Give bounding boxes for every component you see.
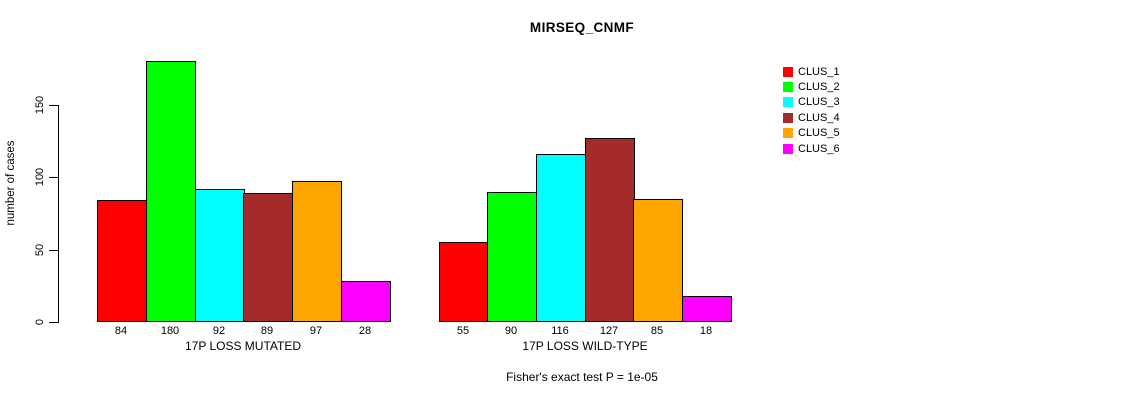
- legend-swatch-icon: [783, 66, 793, 77]
- legend-item-clus_5: CLUS_5: [783, 126, 840, 141]
- legend-swatch-icon: [783, 97, 793, 108]
- y-axis-tick: [49, 105, 59, 106]
- bar-clus_3-group1: [195, 189, 245, 322]
- y-axis-tick: [49, 177, 59, 178]
- legend-item-clus_3: CLUS_3: [783, 95, 840, 110]
- y-axis-tick-label: 100: [34, 167, 46, 187]
- legend-swatch-icon: [783, 128, 793, 139]
- bar-clus_1-group2: [439, 242, 489, 322]
- bar-value-label: 89: [260, 325, 274, 337]
- bar-value-label: 180: [160, 325, 180, 337]
- y-axis-tick: [49, 250, 59, 251]
- legend-item-clus_2: CLUS_2: [783, 79, 840, 94]
- legend-label: CLUS_1: [798, 65, 840, 78]
- y-axis-tick-label: 150: [34, 95, 46, 115]
- bar-clus_5-group1: [292, 181, 342, 322]
- bar-clus_6-group2: [682, 296, 732, 322]
- legend-item-clus_4: CLUS_4: [783, 110, 840, 125]
- bar-clus_4-group2: [585, 138, 635, 322]
- legend-label: CLUS_3: [798, 96, 840, 109]
- legend-item-clus_6: CLUS_6: [783, 141, 840, 156]
- legend-label: CLUS_6: [798, 142, 840, 155]
- legend-label: CLUS_4: [798, 111, 840, 124]
- legend-label: CLUS_2: [798, 81, 840, 94]
- y-axis-tick-label: 0: [34, 318, 46, 326]
- legend-swatch-icon: [783, 143, 793, 154]
- bar-clus_1-group1: [97, 200, 147, 322]
- x-axis-group-label: 17P LOSS MUTATED: [184, 339, 302, 353]
- bar-value-label: 85: [650, 325, 664, 337]
- chart-title: MIRSEQ_CNMF: [529, 20, 635, 35]
- legend-swatch-icon: [783, 112, 793, 123]
- bar-value-label: 90: [504, 325, 518, 337]
- bar-clus_2-group1: [146, 61, 196, 322]
- legend-swatch-icon: [783, 82, 793, 93]
- bar-clus_5-group2: [633, 199, 683, 322]
- bar-value-label: 92: [212, 325, 226, 337]
- legend-item-clus_1: CLUS_1: [783, 64, 840, 79]
- bar-value-label: 127: [599, 325, 619, 337]
- bar-value-label: 55: [456, 325, 470, 337]
- bar-value-label: 28: [358, 325, 372, 337]
- footnote: Fisher's exact test P = 1e-05: [506, 370, 658, 384]
- bar-value-label: 84: [114, 325, 128, 337]
- bar-clus_4-group1: [243, 193, 293, 322]
- x-axis-group-label: 17P LOSS WILD-TYPE: [522, 339, 648, 353]
- bar-value-label: 116: [551, 325, 569, 337]
- bar-value-label: 97: [309, 325, 323, 337]
- bar-clus_2-group2: [487, 192, 537, 322]
- bar-clus_3-group2: [536, 154, 586, 322]
- y-axis-tick: [49, 322, 59, 323]
- legend: CLUS_1 CLUS_2 CLUS_3 CLUS_4 CLUS_5 CLUS_6: [783, 64, 840, 156]
- bar-clus_6-group1: [341, 281, 391, 322]
- legend-label: CLUS_5: [798, 127, 840, 140]
- bar-value-label: 18: [699, 325, 713, 337]
- y-axis-tick-label: 50: [34, 243, 46, 257]
- y-axis-line: [58, 105, 59, 323]
